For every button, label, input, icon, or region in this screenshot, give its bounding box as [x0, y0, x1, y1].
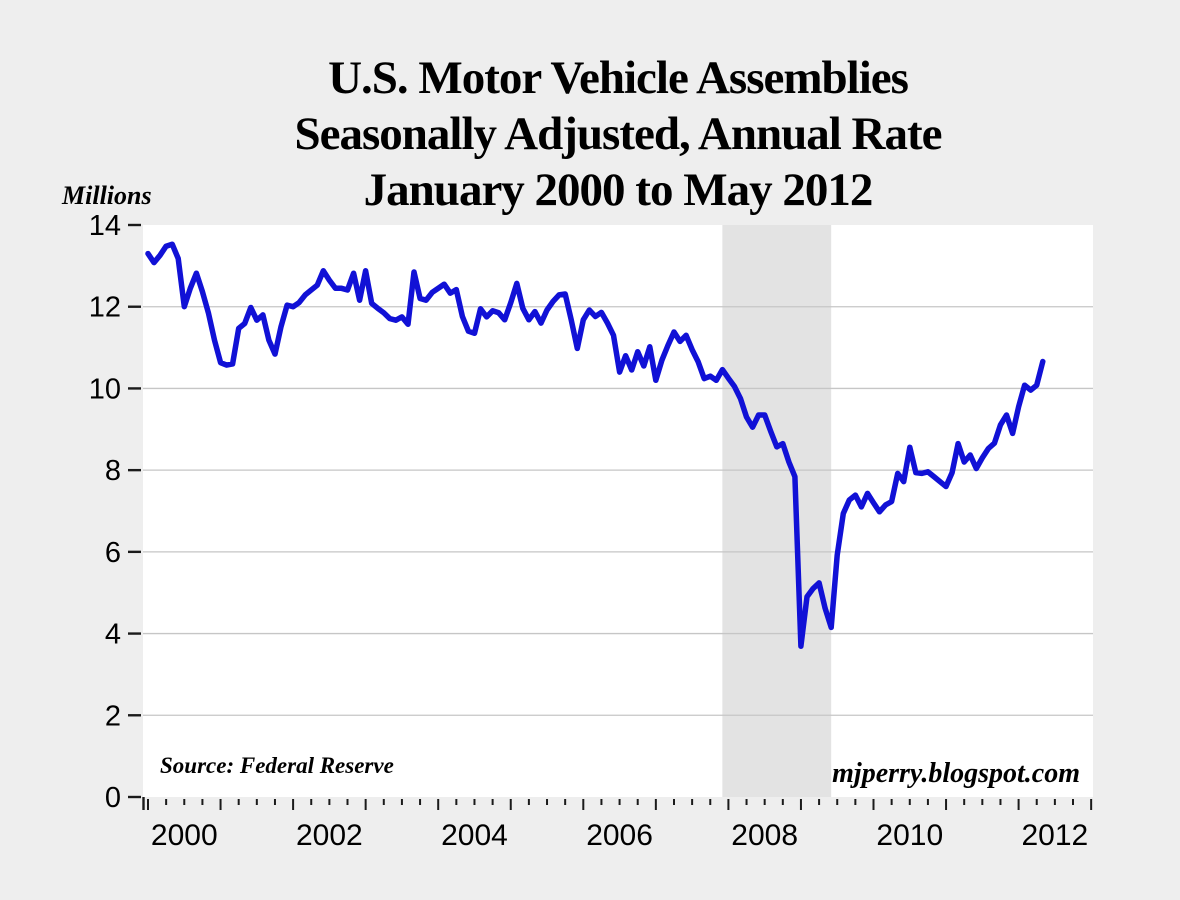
y-tick-label-2: 2	[105, 700, 121, 732]
source-note: Source: Federal Reserve	[160, 753, 394, 778]
data-line	[145, 241, 1046, 649]
watermark: mjperry.blogspot.com	[832, 758, 1080, 789]
recession-band	[722, 225, 832, 797]
x-year-label-2010: 2010	[876, 819, 943, 852]
x-year-label-2006: 2006	[586, 819, 653, 852]
y-tick-label-10: 10	[89, 373, 121, 405]
y-tick-label-6: 6	[105, 537, 121, 569]
chart-title-line2: Seasonally Adjusted, Annual Rate	[294, 108, 942, 160]
y-tick-label-12: 12	[89, 292, 121, 324]
y-axis-title: Millions	[62, 181, 152, 210]
x-year-label-2004: 2004	[441, 819, 508, 852]
chart-title: U.S. Motor Vehicle Assemblies Seasonally…	[38, 50, 1180, 218]
x-year-label-2002: 2002	[296, 819, 363, 852]
chart-title-line3: January 2000 to May 2012	[363, 164, 874, 216]
y-tick-label-8: 8	[105, 455, 121, 487]
chart-title-line1: U.S. Motor Vehicle Assemblies	[328, 52, 909, 104]
x-year-label-2008: 2008	[731, 819, 798, 852]
x-year-label-2012: 2012	[1022, 819, 1089, 852]
y-tick-label-4: 4	[105, 619, 121, 651]
x-year-label-2000: 2000	[151, 819, 218, 852]
y-tick-label-14: 14	[89, 210, 121, 242]
plot-region	[143, 225, 1093, 797]
y-tick-label-0: 0	[105, 782, 121, 814]
